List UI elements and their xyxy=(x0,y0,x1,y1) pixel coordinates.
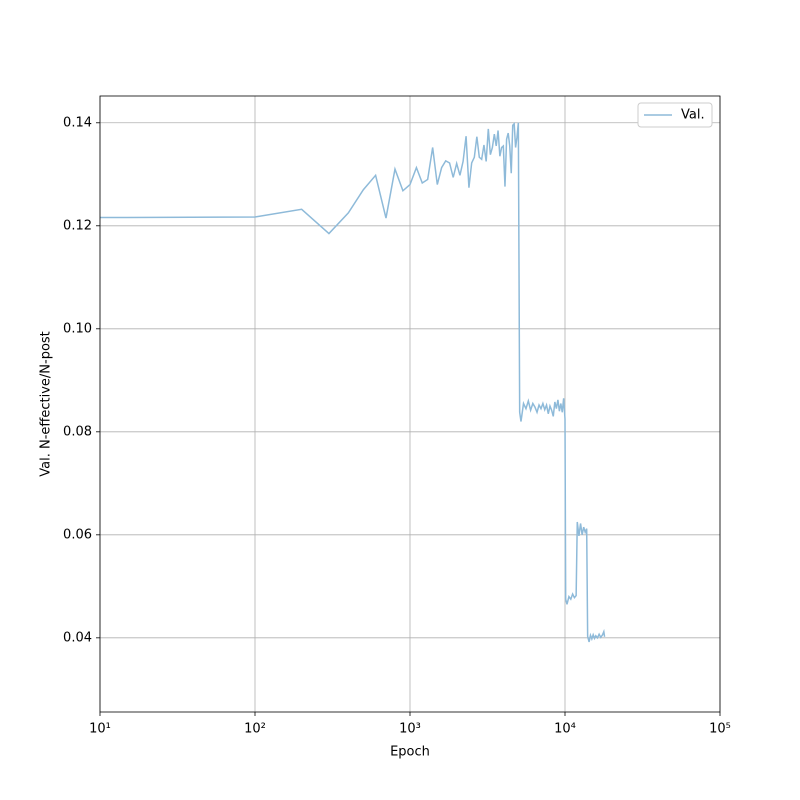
legend-label: Val. xyxy=(681,108,705,123)
x-tick-label: 10¹ xyxy=(89,722,111,737)
plot-frame xyxy=(99,95,721,713)
x-tick-label: 10⁴ xyxy=(554,722,576,737)
x-tick-label: 10² xyxy=(244,722,266,737)
y-tick-label: 0.06 xyxy=(63,527,92,542)
y-tick-label: 0.12 xyxy=(63,218,92,233)
y-tick-label: 0.14 xyxy=(63,115,92,130)
y-tick-label: 0.08 xyxy=(63,424,92,439)
x-tick-label: 10³ xyxy=(399,722,421,737)
data-line xyxy=(99,122,606,643)
legend-box xyxy=(637,102,713,128)
x-tick-label: 10⁵ xyxy=(709,722,731,737)
x-axis-label: Epoch xyxy=(390,745,430,760)
y-tick-label: 0.04 xyxy=(63,630,92,645)
y-tick-label: 0.10 xyxy=(63,321,92,336)
y-axis-label: Val. N-effective/N-post xyxy=(39,331,54,477)
